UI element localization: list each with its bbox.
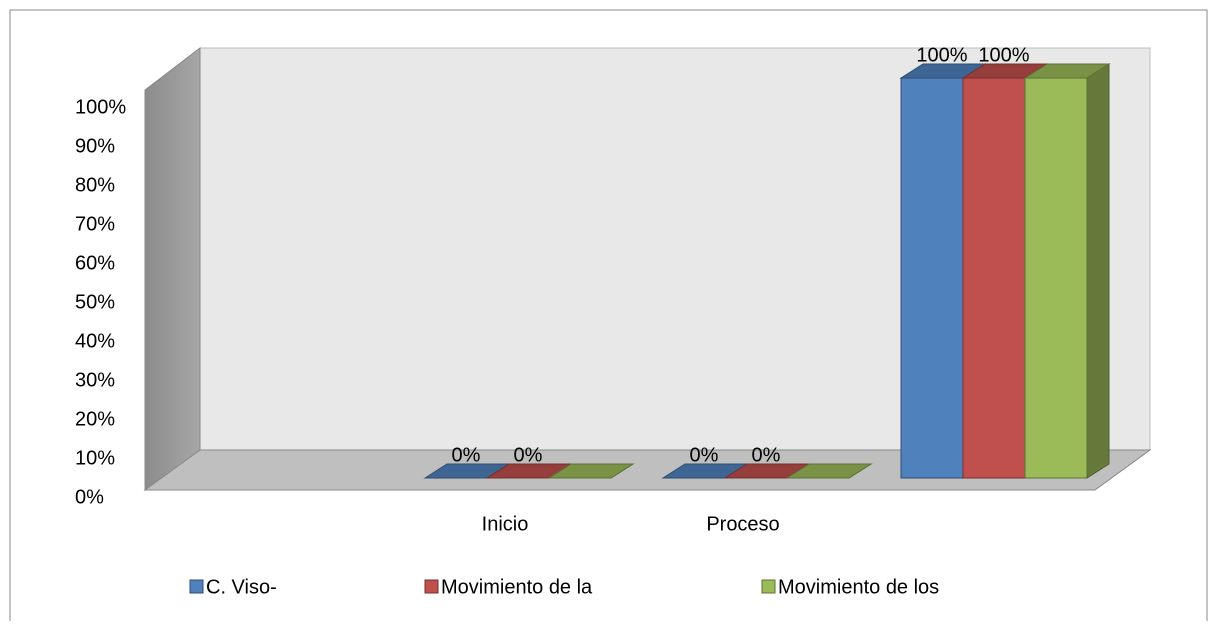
y-tick-label: 20% xyxy=(75,408,115,430)
y-tick-label: 80% xyxy=(75,174,115,196)
legend-label: C. Viso- xyxy=(206,576,277,598)
bar-top xyxy=(1023,63,1111,79)
bar xyxy=(900,77,964,479)
bar-side xyxy=(1086,63,1110,479)
legend-label: Movimiento de los xyxy=(778,576,939,598)
bar xyxy=(962,77,1026,479)
floor xyxy=(143,449,1152,491)
x-tick-label: Inicio xyxy=(482,513,529,535)
data-label: 100% xyxy=(916,44,967,66)
y-tick-label: 100% xyxy=(75,96,126,118)
y-tick-label: 60% xyxy=(75,252,115,274)
y-tick-label: 50% xyxy=(75,291,115,313)
data-label: 0% xyxy=(752,444,781,466)
y-tick-label: 90% xyxy=(75,135,115,157)
y-tick-label: 30% xyxy=(75,369,115,391)
data-label: 0% xyxy=(514,444,543,466)
side-wall xyxy=(144,46,201,491)
bar-top xyxy=(547,463,635,479)
legend-swatch xyxy=(424,579,439,594)
x-tick-label: Proceso xyxy=(706,513,779,535)
legend-swatch xyxy=(189,579,204,594)
y-tick-label: 0% xyxy=(75,486,104,508)
bar-top xyxy=(785,463,873,479)
bar xyxy=(1024,77,1088,479)
data-label: 100% xyxy=(978,44,1029,66)
data-label: 0% xyxy=(690,444,719,466)
y-tick-label: 10% xyxy=(75,447,115,469)
legend-swatch xyxy=(761,579,776,594)
y-tick-label: 70% xyxy=(75,213,115,235)
legend-label: Movimiento de la xyxy=(441,576,593,598)
y-tick-label: 40% xyxy=(75,330,115,352)
data-label: 0% xyxy=(452,444,481,466)
